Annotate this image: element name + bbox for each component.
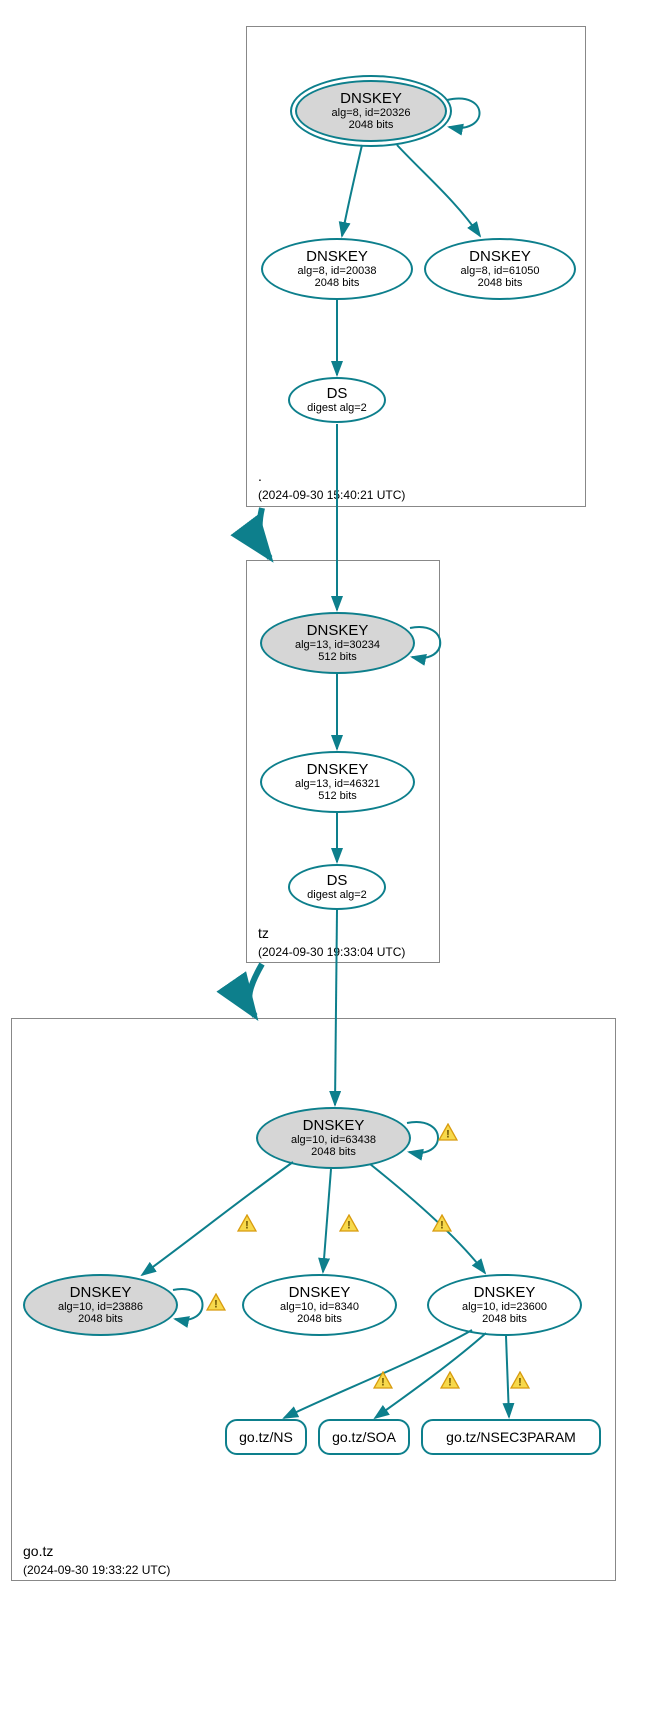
zone-gotz-ts: (2024-09-30 19:33:22 UTC) [23, 1563, 170, 1577]
node-tz-ds: DS digest alg=2 [288, 864, 386, 910]
node-gotz-ksk-title: DNSKEY [303, 1118, 365, 1135]
node-root-ksk-l3: 2048 bits [349, 119, 394, 131]
zone-tz-name: tz [258, 925, 269, 941]
node-tz-ds-title: DS [327, 873, 348, 890]
node-gotz-k2-l2: alg=10, id=8340 [280, 1301, 359, 1313]
node-tz-ds-l2: digest alg=2 [307, 889, 367, 901]
warning-icon [432, 1214, 452, 1232]
record-soa-label: go.tz/SOA [332, 1429, 396, 1445]
node-root-zsk1-title: DNSKEY [306, 249, 368, 266]
node-gotz-k1: DNSKEY alg=10, id=23886 2048 bits [23, 1274, 178, 1336]
node-gotz-k3-title: DNSKEY [474, 1285, 536, 1302]
warning-icon [373, 1371, 393, 1389]
node-gotz-ksk-l2: alg=10, id=63438 [291, 1134, 376, 1146]
node-tz-ksk-l3: 512 bits [318, 651, 357, 663]
zone-root-name: . [258, 468, 262, 484]
node-gotz-k3-l3: 2048 bits [482, 1313, 527, 1325]
node-root-zsk2-title: DNSKEY [469, 249, 531, 266]
record-ns: go.tz/NS [225, 1419, 307, 1455]
node-root-zsk1: DNSKEY alg=8, id=20038 2048 bits [261, 238, 413, 300]
node-gotz-k1-l3: 2048 bits [78, 1313, 123, 1325]
node-gotz-ksk-l3: 2048 bits [311, 1146, 356, 1158]
zone-tz-label: tz (2024-09-30 19:33:04 UTC) [258, 924, 405, 961]
node-gotz-k1-title: DNSKEY [70, 1285, 132, 1302]
zone-gotz-label: go.tz (2024-09-30 19:33:22 UTC) [23, 1542, 170, 1579]
zone-root-ts: (2024-09-30 15:40:21 UTC) [258, 488, 405, 502]
node-tz-ksk-l2: alg=13, id=30234 [295, 639, 380, 651]
node-root-zsk1-l3: 2048 bits [315, 277, 360, 289]
record-nsec3-label: go.tz/NSEC3PARAM [446, 1429, 576, 1445]
node-tz-zsk-l2: alg=13, id=46321 [295, 778, 380, 790]
node-gotz-k2: DNSKEY alg=10, id=8340 2048 bits [242, 1274, 397, 1336]
zone-tz-ts: (2024-09-30 19:33:04 UTC) [258, 945, 405, 959]
node-root-ds-title: DS [327, 386, 348, 403]
warning-icon [339, 1214, 359, 1232]
node-root-ds-l2: digest alg=2 [307, 402, 367, 414]
node-root-ksk-title: DNSKEY [340, 91, 402, 108]
node-root-zsk2: DNSKEY alg=8, id=61050 2048 bits [424, 238, 576, 300]
node-gotz-k3: DNSKEY alg=10, id=23600 2048 bits [427, 1274, 582, 1336]
node-root-zsk1-l2: alg=8, id=20038 [298, 265, 377, 277]
record-nsec3: go.tz/NSEC3PARAM [421, 1419, 601, 1455]
warning-icon [237, 1214, 257, 1232]
node-root-ds: DS digest alg=2 [288, 377, 386, 423]
zone-gotz-name: go.tz [23, 1543, 53, 1559]
warning-icon [206, 1293, 226, 1311]
warning-icon [438, 1123, 458, 1141]
warning-icon [440, 1371, 460, 1389]
zone-root-label: . (2024-09-30 15:40:21 UTC) [258, 467, 405, 504]
node-tz-ksk: DNSKEY alg=13, id=30234 512 bits [260, 612, 415, 674]
node-gotz-ksk: DNSKEY alg=10, id=63438 2048 bits [256, 1107, 411, 1169]
node-tz-zsk-title: DNSKEY [307, 762, 369, 779]
node-gotz-k1-l2: alg=10, id=23886 [58, 1301, 143, 1313]
record-soa: go.tz/SOA [318, 1419, 410, 1455]
node-gotz-k2-l3: 2048 bits [297, 1313, 342, 1325]
record-ns-label: go.tz/NS [239, 1429, 293, 1445]
node-gotz-k2-title: DNSKEY [289, 1285, 351, 1302]
warning-icon [510, 1371, 530, 1389]
node-tz-zsk: DNSKEY alg=13, id=46321 512 bits [260, 751, 415, 813]
node-tz-zsk-l3: 512 bits [318, 790, 357, 802]
node-root-ksk: DNSKEY alg=8, id=20326 2048 bits [295, 80, 447, 142]
node-root-zsk2-l2: alg=8, id=61050 [461, 265, 540, 277]
node-tz-ksk-title: DNSKEY [307, 623, 369, 640]
node-root-zsk2-l3: 2048 bits [478, 277, 523, 289]
node-root-ksk-l2: alg=8, id=20326 [332, 107, 411, 119]
node-gotz-k3-l2: alg=10, id=23600 [462, 1301, 547, 1313]
